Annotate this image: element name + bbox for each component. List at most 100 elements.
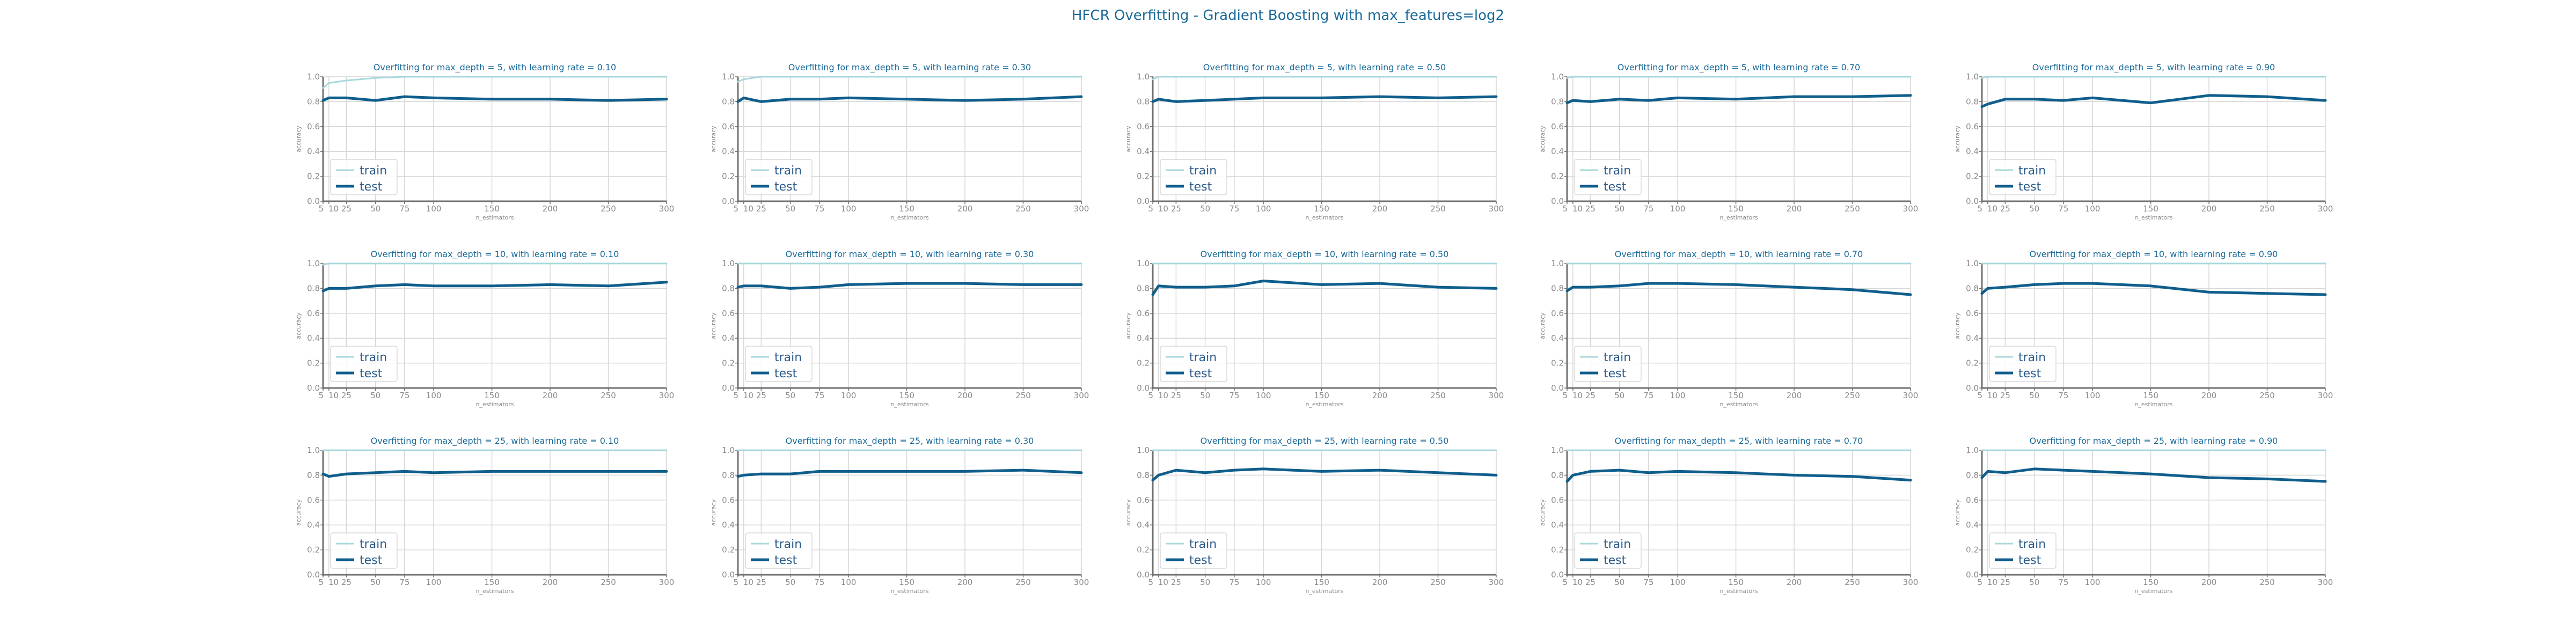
y-tick-label: 0.2: [722, 172, 735, 181]
y-tick-label: 0.8: [1551, 283, 1564, 293]
y-axis-label: accuracy: [1539, 126, 1546, 152]
legend-label-train: train: [2018, 351, 2046, 364]
x-tick-label: 25: [341, 577, 352, 587]
legend-label-train: train: [1189, 538, 1217, 551]
legend-label-test: test: [1189, 367, 1212, 380]
x-tick-label: 10: [1987, 577, 1997, 587]
x-tick-label: 25: [1585, 391, 1596, 400]
x-tick-label: 25: [1171, 204, 1181, 214]
y-tick-label: 0.6: [722, 495, 735, 505]
x-axis-label: n_estimators: [1719, 214, 1758, 221]
x-axis-label: n_estimators: [2134, 401, 2172, 408]
x-tick-label: 5: [1562, 204, 1568, 214]
subplot-title: Overfitting for max_depth = 10, with lea…: [1201, 249, 1449, 260]
legend-label-train: train: [360, 351, 387, 364]
x-tick-label: 25: [1171, 391, 1181, 400]
x-tick-label: 5: [318, 204, 324, 214]
x-axis-label: n_estimators: [890, 401, 928, 408]
y-tick-label: 0.2: [307, 545, 320, 555]
y-tick-label: 1.0: [307, 259, 320, 268]
x-tick-label: 300: [1074, 577, 1089, 587]
legend-label-train: train: [1604, 164, 1631, 178]
legend-label-test: test: [1189, 554, 1212, 567]
x-tick-label: 75: [2058, 204, 2068, 214]
subplot-12: Overfitting for max_depth = 25, with lea…: [710, 436, 1089, 595]
x-tick-label: 250: [2259, 204, 2275, 214]
x-tick-label: 150: [1314, 391, 1329, 400]
y-tick-label: 0.8: [1966, 97, 1979, 106]
x-axis-label: n_estimators: [890, 214, 928, 221]
subplot-title: Overfitting for max_depth = 10, with lea…: [786, 249, 1034, 260]
x-tick-label: 300: [2318, 204, 2333, 214]
x-tick-label: 100: [1256, 391, 1271, 400]
y-tick-label: 1.0: [307, 72, 320, 82]
subplot-13: Overfitting for max_depth = 25, with lea…: [1125, 436, 1504, 595]
y-tick-label: 0.2: [1137, 358, 1150, 368]
x-tick-label: 5: [318, 577, 324, 587]
x-tick-label: 100: [426, 391, 442, 400]
figure-title: HFCR Overfitting - Gradient Boosting wit…: [1071, 8, 1505, 24]
legend-label-test: test: [1604, 180, 1627, 194]
x-tick-label: 250: [2259, 391, 2275, 400]
y-tick-label: 0.8: [307, 470, 320, 480]
legend-label-train: train: [360, 164, 387, 178]
x-axis-label: n_estimators: [475, 401, 514, 408]
subplot-3: Overfitting for max_depth = 5, with lear…: [1125, 62, 1504, 221]
x-tick-label: 100: [2085, 577, 2101, 587]
x-tick-label: 50: [785, 391, 795, 400]
x-tick-label: 75: [1229, 577, 1239, 587]
x-tick-label: 25: [1171, 577, 1181, 587]
test-series-line: [736, 282, 1083, 290]
y-tick-label: 0.6: [1137, 495, 1150, 505]
y-tick-label: 0.6: [1966, 122, 1979, 131]
x-tick-label: 250: [1845, 204, 1860, 214]
test-series-line: [1980, 94, 2327, 108]
x-tick-label: 50: [370, 391, 380, 400]
y-tick-label: 1.0: [1137, 72, 1150, 82]
subplot-title: Overfitting for max_depth = 25, with lea…: [786, 436, 1034, 447]
y-tick-label: 0.8: [1551, 470, 1564, 480]
x-tick-label: 200: [2201, 204, 2217, 214]
x-tick-label: 5: [733, 204, 738, 214]
x-tick-label: 10: [1158, 204, 1168, 214]
test-series-line: [1565, 282, 1912, 296]
legend-label-train: train: [2018, 538, 2046, 551]
y-tick-label: 0.0: [307, 196, 320, 206]
x-tick-label: 100: [1256, 204, 1271, 214]
y-tick-label: 1.0: [722, 72, 735, 82]
x-tick-label: 150: [484, 577, 500, 587]
y-tick-label: 0.2: [1137, 545, 1150, 555]
x-tick-label: 100: [1670, 577, 1686, 587]
x-tick-label: 5: [1562, 577, 1568, 587]
legend-label-test: test: [360, 180, 383, 194]
y-tick-label: 0.4: [1551, 333, 1564, 343]
x-tick-label: 300: [659, 577, 675, 587]
x-tick-label: 200: [2201, 391, 2217, 400]
y-tick-label: 0.6: [1966, 309, 1979, 318]
y-axis-label: accuracy: [1125, 126, 1132, 152]
x-tick-label: 150: [1314, 577, 1329, 587]
x-tick-label: 300: [1903, 391, 1919, 400]
test-series-line: [736, 469, 1083, 478]
x-tick-label: 5: [1148, 204, 1153, 214]
x-tick-label: 5: [1977, 391, 1982, 400]
x-axis-label: n_estimators: [1305, 214, 1343, 221]
x-tick-label: 300: [2318, 577, 2333, 587]
x-tick-label: 10: [328, 577, 339, 587]
subplot-title: Overfitting for max_depth = 25, with lea…: [371, 436, 619, 447]
x-tick-label: 200: [543, 391, 558, 400]
y-tick-label: 0.2: [722, 358, 735, 368]
y-tick-label: 0.6: [1551, 309, 1564, 318]
legend-label-train: train: [1189, 351, 1217, 364]
x-tick-label: 50: [1200, 577, 1210, 587]
x-tick-label: 25: [1585, 204, 1596, 214]
x-tick-label: 250: [1845, 577, 1860, 587]
x-tick-label: 10: [328, 204, 339, 214]
x-tick-label: 10: [743, 204, 753, 214]
y-tick-label: 0.0: [1966, 383, 1979, 393]
x-tick-label: 50: [785, 204, 795, 214]
y-tick-label: 1.0: [1551, 72, 1564, 82]
x-tick-label: 75: [1643, 391, 1653, 400]
x-tick-label: 250: [2259, 577, 2275, 587]
